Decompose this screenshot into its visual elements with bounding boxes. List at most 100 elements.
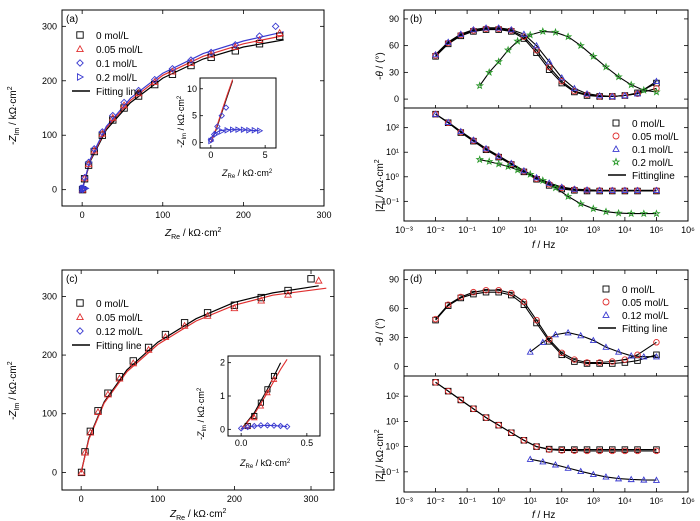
phase-data-point bbox=[495, 286, 502, 294]
inset-data-point bbox=[244, 423, 251, 431]
panel-d-modulus-frame bbox=[403, 375, 689, 493]
panel-d-modulus-label: |Z| / kΩ·cm2 bbox=[374, 429, 386, 482]
phase-data-point bbox=[431, 50, 440, 58]
data-point bbox=[94, 407, 102, 415]
data-point bbox=[161, 332, 170, 340]
phase-data-point bbox=[653, 85, 660, 92]
inset-y-tick-label: 1 bbox=[220, 391, 225, 401]
data-point bbox=[284, 286, 292, 295]
x-tick-label: 200 bbox=[236, 210, 251, 220]
phase-fit-curve bbox=[435, 289, 657, 364]
inset-data-point bbox=[235, 126, 242, 134]
modulus-data-point bbox=[470, 405, 477, 413]
y-tick-label: 200 bbox=[42, 76, 57, 86]
phase-data-point bbox=[520, 301, 528, 308]
modulus-data-point bbox=[545, 446, 553, 453]
inset-data-point bbox=[251, 422, 258, 430]
inset-data-point bbox=[251, 126, 258, 134]
phase-data-point bbox=[614, 72, 623, 81]
panel-c-inset-data-points bbox=[237, 372, 291, 432]
modulus-data-point bbox=[621, 447, 629, 455]
data-point bbox=[86, 428, 95, 436]
data-point bbox=[150, 75, 159, 84]
data-point bbox=[90, 144, 99, 153]
phase-data-point bbox=[469, 25, 477, 33]
inset-data-point bbox=[251, 412, 258, 420]
modulus-data-point bbox=[633, 186, 642, 193]
legend-label: 0.2 mol/L bbox=[96, 73, 138, 84]
x-tick-label: 10⁶ bbox=[681, 225, 695, 235]
phase-y-tick-label: 90 bbox=[389, 275, 399, 285]
modulus-data-point bbox=[571, 447, 578, 454]
x-tick-label: 0 bbox=[80, 210, 85, 220]
inset-data-point bbox=[283, 423, 291, 430]
modulus-y-tick-label: 10¹ bbox=[386, 147, 399, 157]
phase-data-point bbox=[577, 331, 585, 339]
x-tick-label: 0 bbox=[79, 494, 84, 504]
phase-data-point bbox=[539, 338, 547, 345]
phase-y-tick-label: 30 bbox=[389, 332, 399, 342]
panel-d-phase-y-ticks: 0 30 60 90 bbox=[389, 275, 688, 371]
phase-data-point bbox=[526, 30, 535, 39]
panel-c-x-axis-label: ZRe / kΩ·cm2 bbox=[169, 508, 227, 521]
legend-marker bbox=[612, 119, 620, 127]
legend-label: 0.1 mol/L bbox=[96, 59, 138, 70]
phase-data-point bbox=[639, 85, 649, 94]
phase-data-point bbox=[533, 316, 540, 324]
data-point bbox=[255, 35, 264, 43]
panel-b-label: (b) bbox=[410, 14, 422, 25]
modulus-data-point bbox=[639, 209, 649, 218]
inset-data-point bbox=[213, 130, 220, 138]
phase-data-point bbox=[571, 356, 578, 363]
inset-data-point bbox=[219, 127, 226, 135]
phase-data-point bbox=[558, 78, 566, 85]
phase-data-point bbox=[508, 289, 515, 297]
modulus-data-point bbox=[564, 464, 572, 471]
panel-b-x-ticks: 10⁻³ 10⁻² 10⁻¹ 10⁰ 10¹ 10² 10³ 10⁴ 10⁵ 10⁶ bbox=[395, 10, 695, 235]
inset-x-tick-label: 0.0 bbox=[235, 438, 248, 448]
modulus-data-point bbox=[627, 475, 635, 483]
data-point bbox=[230, 304, 239, 312]
inset-data-point bbox=[250, 414, 258, 421]
modulus-data-point bbox=[602, 473, 610, 480]
panel-c-inset-frame bbox=[227, 355, 321, 437]
phase-data-point bbox=[538, 26, 548, 36]
data-point bbox=[86, 427, 94, 435]
modulus-data-point bbox=[609, 447, 616, 455]
modulus-data-point bbox=[545, 179, 553, 186]
x-tick-label: 10⁵ bbox=[650, 496, 664, 506]
x-tick-label: 10⁵ bbox=[650, 225, 664, 235]
x-tick-label: 10⁻² bbox=[427, 225, 445, 235]
legend-marker bbox=[602, 311, 610, 318]
data-point bbox=[203, 309, 212, 317]
inset-data-point bbox=[214, 123, 221, 130]
modulus-data-point bbox=[551, 183, 560, 192]
phase-data-point bbox=[627, 352, 635, 359]
modulus-data-point bbox=[577, 467, 585, 475]
inset-data-point bbox=[257, 127, 264, 135]
modulus-data-point bbox=[539, 458, 547, 465]
phase-data-point bbox=[520, 35, 528, 42]
modulus-data-point bbox=[596, 447, 603, 455]
x-tick-label: 10³ bbox=[587, 225, 600, 235]
modulus-data-point bbox=[640, 476, 648, 483]
phase-data-point bbox=[432, 315, 439, 323]
inset-data-point bbox=[270, 375, 278, 382]
phase-data-point bbox=[545, 66, 553, 73]
panel-a-x-axis-label: ZRe / kΩ·cm2 bbox=[164, 227, 222, 241]
legend-label: 0.05 mol/L bbox=[96, 45, 143, 56]
phase-data-point bbox=[482, 286, 490, 294]
phase-data-point bbox=[640, 353, 648, 360]
phase-y-tick-label: 30 bbox=[389, 67, 399, 77]
modulus-fit-curve bbox=[435, 113, 657, 191]
phase-data-point bbox=[634, 351, 641, 359]
modulus-data-point bbox=[608, 186, 616, 193]
phase-data-point bbox=[608, 92, 616, 100]
modulus-data-point bbox=[526, 169, 535, 178]
modulus-data-point bbox=[532, 173, 541, 181]
phase-data-point bbox=[494, 57, 503, 66]
phase-data-point bbox=[533, 319, 540, 327]
